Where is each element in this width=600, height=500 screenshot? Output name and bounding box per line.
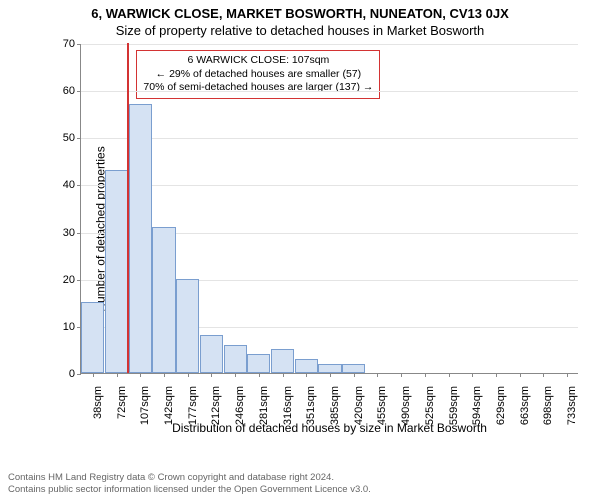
x-tick: [93, 373, 94, 377]
chart-title-sub: Size of property relative to detached ho…: [0, 21, 600, 38]
x-tick-label: 351sqm: [303, 380, 317, 425]
x-tick-label: 107sqm: [137, 380, 151, 425]
y-tick-label: 10: [63, 321, 81, 333]
x-tick-label: 316sqm: [280, 380, 294, 425]
histogram-bar: [200, 335, 223, 373]
x-tick: [543, 373, 544, 377]
x-tick-label: 733sqm: [564, 380, 578, 425]
gridline: [81, 91, 578, 92]
x-tick: [520, 373, 521, 377]
y-tick-label: 60: [63, 85, 81, 97]
x-tick: [259, 373, 260, 377]
histogram-bar: [152, 227, 175, 373]
histogram-bar: [105, 170, 128, 373]
histogram-bar: [295, 359, 318, 373]
y-tick-label: 20: [63, 274, 81, 286]
x-tick: [496, 373, 497, 377]
x-tick-label: 177sqm: [185, 380, 199, 425]
annotation-line-2: ← 29% of detached houses are smaller (57…: [143, 68, 373, 82]
x-tick: [140, 373, 141, 377]
gridline: [81, 138, 578, 139]
x-tick-label: 38sqm: [90, 380, 104, 419]
x-tick: [283, 373, 284, 377]
x-tick-label: 142sqm: [161, 380, 175, 425]
x-tick: [472, 373, 473, 377]
histogram-bar: [247, 354, 270, 373]
x-tick-label: 212sqm: [208, 380, 222, 425]
x-tick-label: 490sqm: [398, 380, 412, 425]
x-tick-label: 629sqm: [493, 380, 507, 425]
footer-line-1: Contains HM Land Registry data © Crown c…: [8, 472, 592, 484]
gridline: [81, 44, 578, 45]
y-tick-label: 70: [63, 38, 81, 50]
x-tick: [164, 373, 165, 377]
chart-title-main: 6, WARWICK CLOSE, MARKET BOSWORTH, NUNEA…: [0, 0, 600, 21]
x-tick: [330, 373, 331, 377]
x-tick-label: 559sqm: [446, 380, 460, 425]
x-tick: [401, 373, 402, 377]
x-tick: [117, 373, 118, 377]
x-tick-label: 420sqm: [351, 380, 365, 425]
marker-line: [127, 43, 129, 373]
y-tick-label: 30: [63, 227, 81, 239]
histogram-bar: [342, 364, 365, 373]
histogram-bar: [318, 364, 341, 373]
x-tick-label: 594sqm: [469, 380, 483, 425]
x-tick-label: 525sqm: [422, 380, 436, 425]
x-tick: [567, 373, 568, 377]
histogram-bar: [224, 345, 247, 373]
x-tick: [306, 373, 307, 377]
x-tick: [425, 373, 426, 377]
annotation-line-1: 6 WARWICK CLOSE: 107sqm: [143, 54, 373, 68]
annotation-line-3: 70% of semi-detached houses are larger (…: [143, 81, 373, 95]
x-tick-label: 455sqm: [374, 380, 388, 425]
gridline: [81, 185, 578, 186]
x-tick-label: 246sqm: [232, 380, 246, 425]
x-tick: [211, 373, 212, 377]
histogram-bar: [129, 104, 152, 373]
x-tick-label: 663sqm: [517, 380, 531, 425]
footer-line-2: Contains public sector information licen…: [8, 484, 592, 496]
y-tick-label: 50: [63, 132, 81, 144]
chart-container: Number of detached properties 6 WARWICK …: [48, 44, 578, 414]
chart-footer: Contains HM Land Registry data © Crown c…: [8, 472, 592, 496]
x-tick: [377, 373, 378, 377]
histogram-bar: [271, 349, 294, 373]
x-tick-label: 72sqm: [114, 380, 128, 419]
y-tick-label: 40: [63, 179, 81, 191]
plot-area: 6 WARWICK CLOSE: 107sqm ← 29% of detache…: [80, 44, 578, 374]
x-tick: [235, 373, 236, 377]
histogram-bar: [176, 279, 199, 373]
y-tick-label: 0: [69, 368, 81, 380]
histogram-bar: [81, 302, 104, 373]
x-tick-label: 698sqm: [540, 380, 554, 425]
x-tick-label: 385sqm: [327, 380, 341, 425]
x-tick: [354, 373, 355, 377]
x-tick: [188, 373, 189, 377]
x-tick: [449, 373, 450, 377]
x-tick-label: 281sqm: [256, 380, 270, 425]
